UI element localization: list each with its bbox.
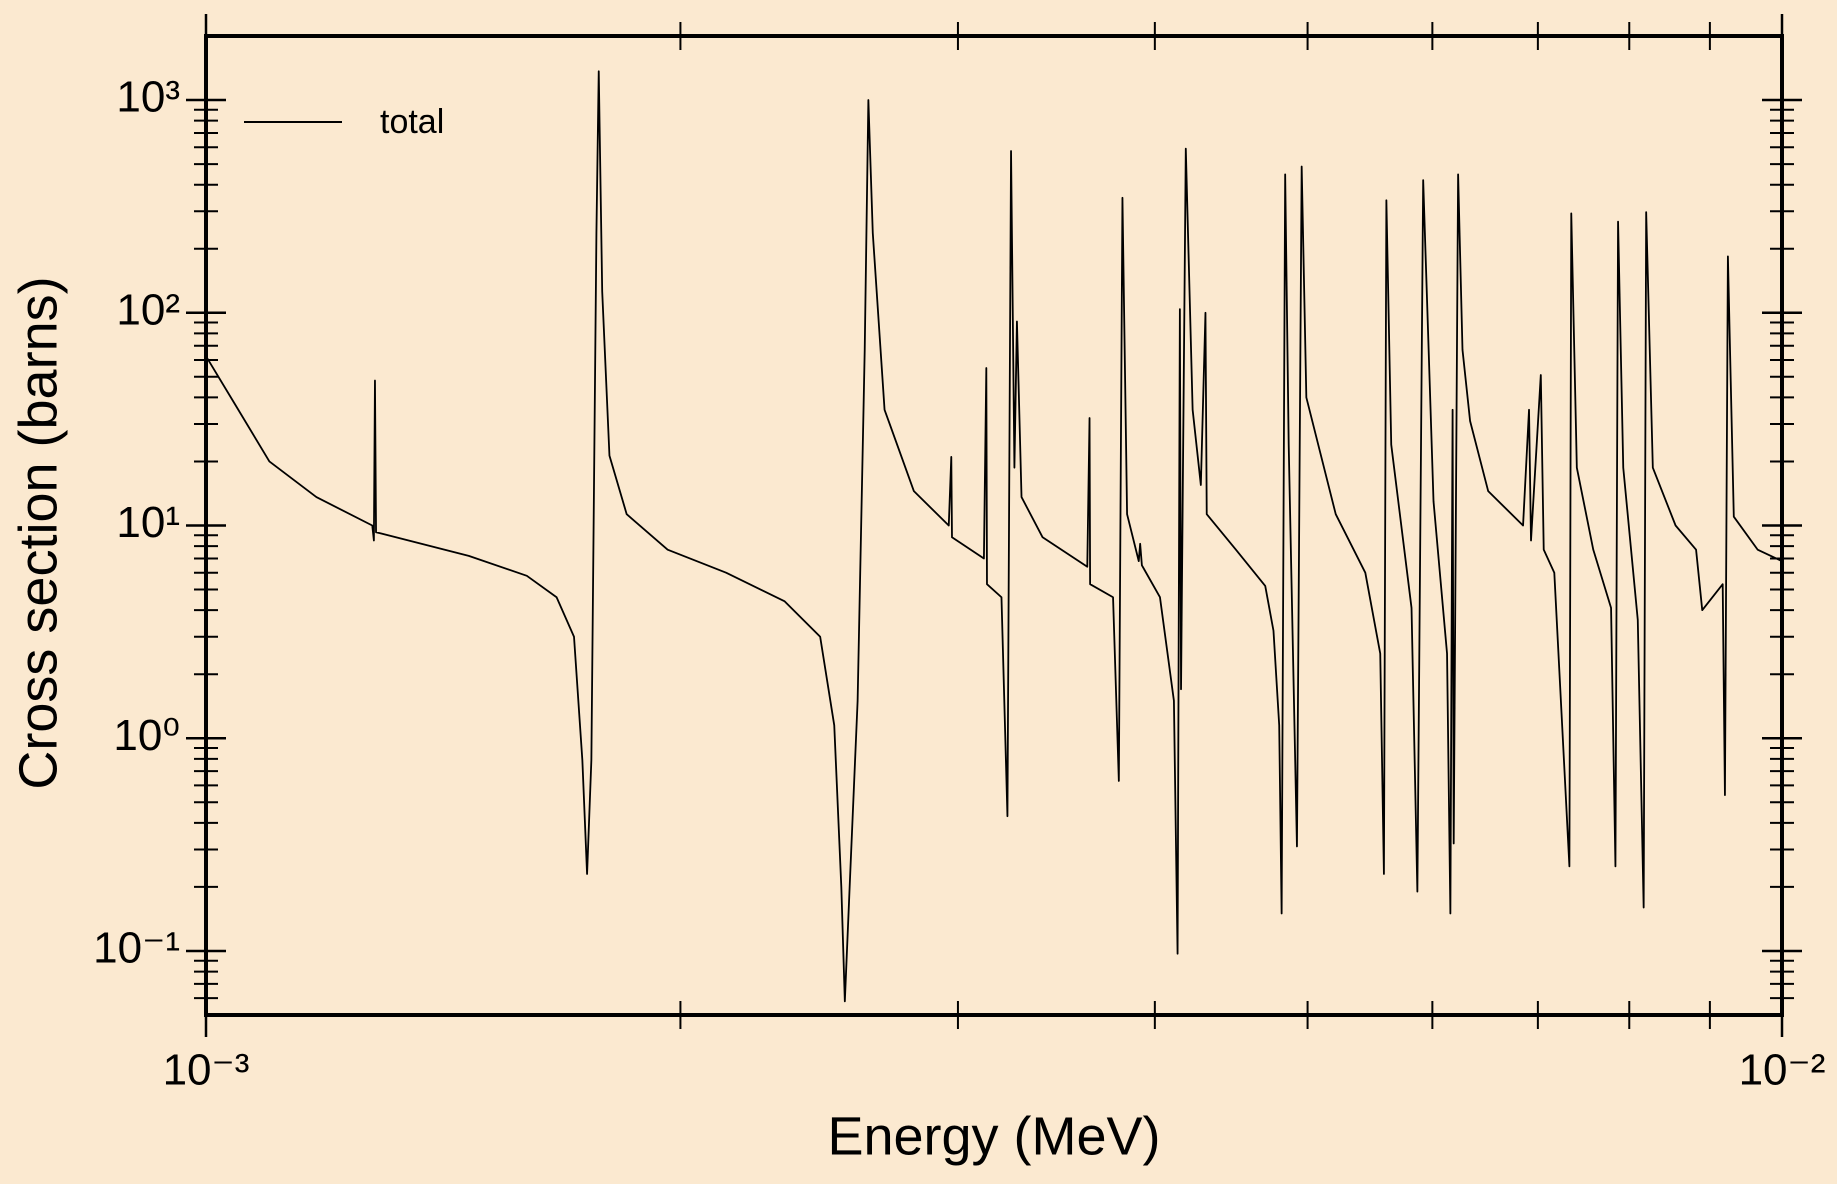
plot-frame [204, 34, 1784, 1017]
x-axis-title: Energy (MeV) [827, 1106, 1160, 1166]
y-tick-label: 10¹ [116, 498, 180, 547]
y-tick-label: 10⁰ [113, 711, 180, 760]
y-axis-title: Cross section (barns) [8, 276, 68, 789]
plot-background [206, 36, 1782, 1015]
data-line [206, 70, 1782, 1003]
y-tick-label: 10³ [116, 73, 180, 122]
y-tick-label: 10⁻¹ [93, 924, 180, 973]
x-tick-label: 10⁻³ [163, 1046, 250, 1095]
x-tick-label: 10⁻² [1739, 1046, 1826, 1095]
legend-label: total [380, 103, 444, 141]
y-tick-label: 10² [116, 285, 180, 334]
